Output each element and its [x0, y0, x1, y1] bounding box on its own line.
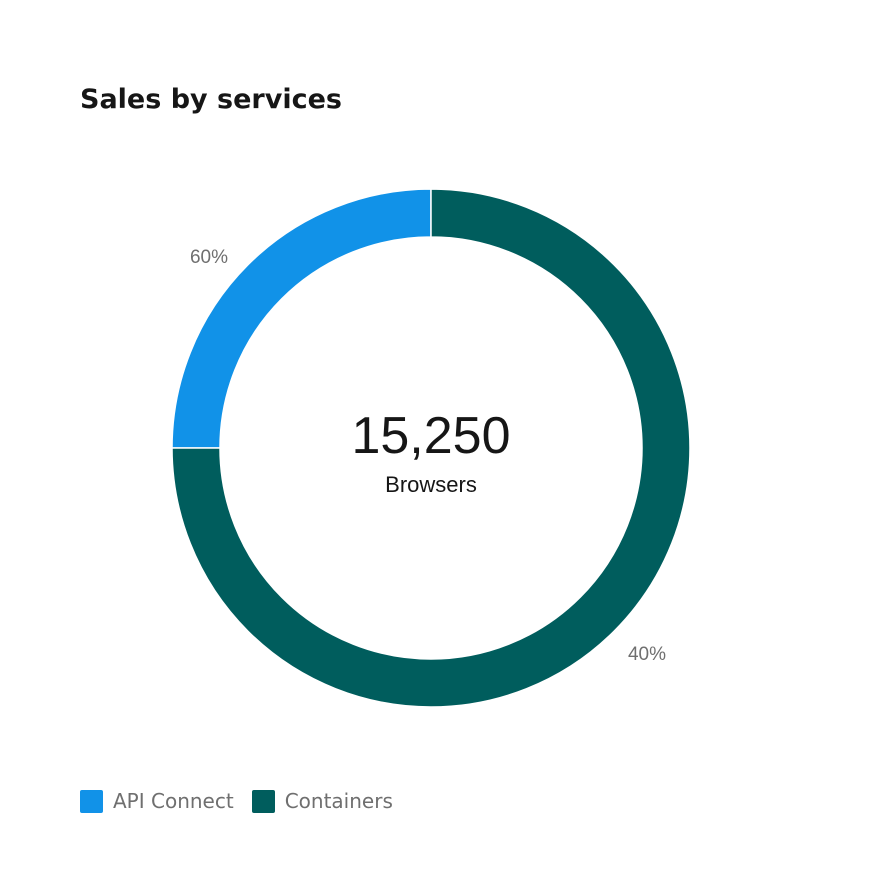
legend-item-api-connect[interactable]: API Connect — [80, 789, 234, 813]
legend-swatch — [80, 789, 103, 813]
donut-slice-containers[interactable] — [171, 188, 691, 708]
legend-label: Containers — [284, 789, 393, 813]
legend-swatch — [251, 789, 275, 813]
slice-label-containers: 40% — [628, 644, 666, 665]
legend-label: API Connect — [113, 789, 234, 813]
center-label: Browsers — [385, 472, 477, 497]
center-value: 15,250 — [351, 407, 510, 465]
slice-label-api-connect: 60% — [190, 247, 228, 268]
legend: API Connect Containers — [80, 789, 411, 813]
chart-title: Sales by services — [80, 84, 342, 115]
legend-item-containers[interactable]: Containers — [251, 789, 393, 813]
